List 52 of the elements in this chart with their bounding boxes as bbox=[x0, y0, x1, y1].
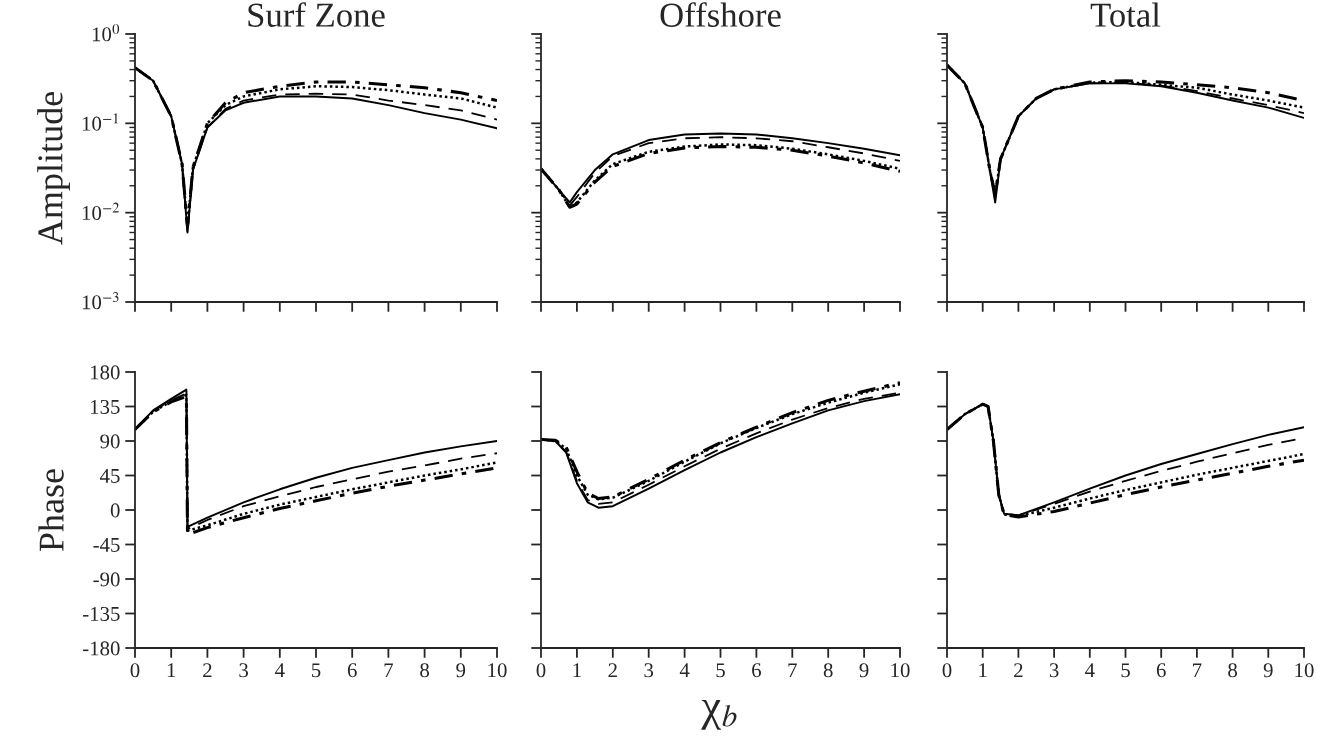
x-tick-label: 3 bbox=[644, 663, 654, 678]
x-tick-label: 0 bbox=[130, 663, 140, 678]
y-tick-label: 90 bbox=[100, 434, 120, 449]
y-tick-label: 45 bbox=[99, 469, 120, 483]
x-tick-label: 9 bbox=[1263, 663, 1273, 678]
y-tick-label: -135 bbox=[83, 606, 120, 621]
y-tick-label: 10$^{−2}$ bbox=[82, 202, 120, 221]
x-tick-label: 9 bbox=[859, 663, 869, 678]
chart-title: Offshore bbox=[660, 2, 781, 27]
x-tick-label: 7 bbox=[384, 663, 394, 678]
x-tick-label: 4 bbox=[275, 663, 285, 678]
y-tick-label: 10$^{0}$ bbox=[92, 23, 120, 42]
x-tick-label: 3 bbox=[239, 663, 248, 678]
y-axis-title: Amplitude bbox=[37, 92, 70, 245]
y-tick-label: 135 bbox=[91, 399, 120, 414]
x-tick-label: 1 bbox=[573, 663, 581, 678]
chart-title: Surf Zone bbox=[248, 2, 385, 27]
x-tick-label: 4 bbox=[1085, 663, 1095, 678]
x-tick-label: 5 bbox=[1121, 663, 1130, 678]
chart-title: Total bbox=[1090, 2, 1161, 27]
x-tick-label: 10 bbox=[488, 663, 507, 678]
x-tick-label: 10 bbox=[1295, 663, 1314, 678]
y-tick-label: 0 bbox=[110, 503, 120, 518]
x-axis-title: χ$_{b}$ bbox=[701, 699, 737, 730]
y-tick-label: -45 bbox=[93, 538, 120, 552]
x-tick-label: 6 bbox=[1156, 663, 1166, 678]
y-tick-label: 10$^{−3}$ bbox=[82, 291, 119, 310]
x-tick-label: 9 bbox=[456, 663, 466, 678]
y-tick-label: -90 bbox=[93, 572, 120, 587]
y-tick-label: 10$^{−1}$ bbox=[82, 113, 118, 131]
x-tick-label: 10 bbox=[891, 663, 910, 678]
y-tick-label: -180 bbox=[83, 641, 120, 656]
x-tick-label: 0 bbox=[536, 663, 546, 678]
x-tick-label: 5 bbox=[312, 663, 321, 678]
x-tick-label: 7 bbox=[1193, 663, 1202, 678]
y-tick-label: 180 bbox=[91, 365, 120, 380]
x-tick-label: 6 bbox=[752, 663, 761, 678]
x-tick-label: 6 bbox=[347, 663, 357, 678]
x-tick-label: 2 bbox=[608, 663, 617, 678]
x-tick-label: 2 bbox=[203, 663, 212, 678]
x-tick-label: 1 bbox=[979, 663, 987, 678]
y-axis-title: Phase bbox=[38, 469, 64, 552]
x-tick-label: 1 bbox=[167, 663, 176, 678]
x-tick-label: 4 bbox=[679, 663, 690, 678]
x-tick-label: 2 bbox=[1014, 663, 1023, 678]
x-tick-label: 5 bbox=[716, 663, 725, 678]
x-tick-label: 0 bbox=[942, 663, 952, 678]
x-tick-label: 7 bbox=[788, 663, 797, 678]
x-tick-label: 3 bbox=[1049, 663, 1059, 678]
x-tick-label: 8 bbox=[420, 663, 430, 678]
x-tick-label: 8 bbox=[823, 663, 833, 678]
x-tick-label: 8 bbox=[1228, 663, 1238, 678]
